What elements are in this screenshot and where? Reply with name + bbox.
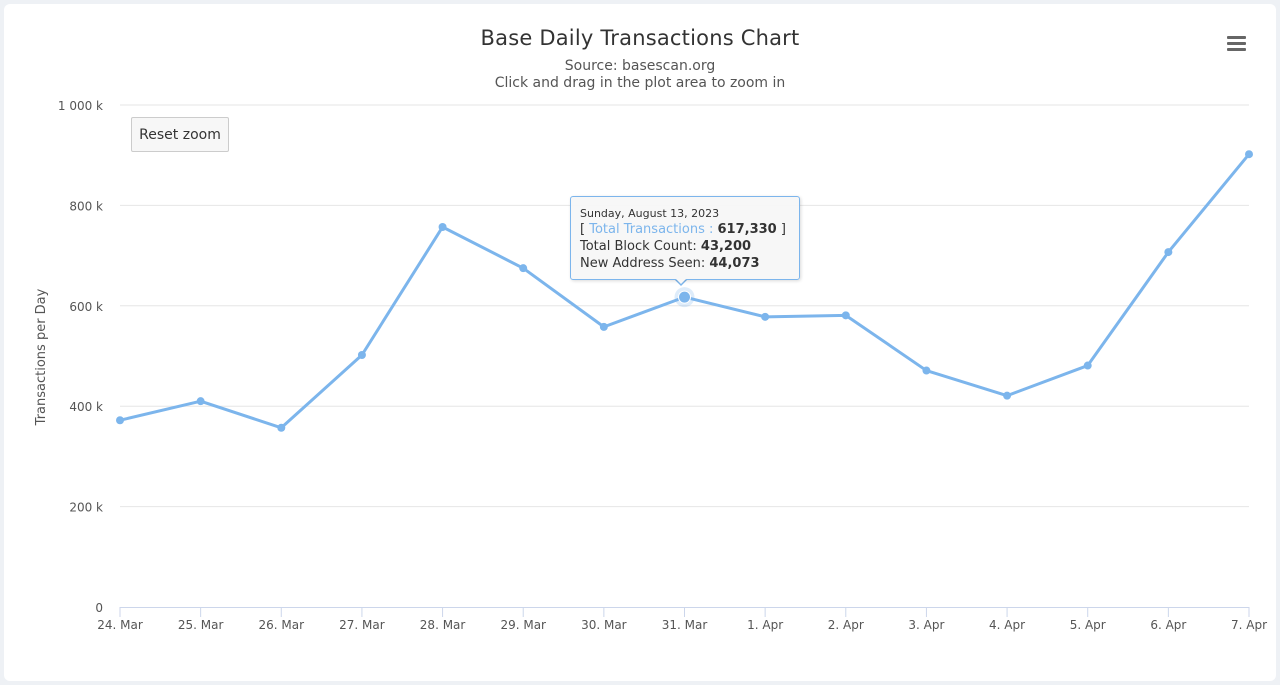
x-tick-label: 3. Apr	[908, 618, 944, 632]
y-tick-label: 0	[95, 601, 103, 615]
tooltip-open-bracket: [	[580, 222, 590, 237]
x-tick-label: 29. Mar	[500, 618, 546, 632]
x-tick-label: 1. Apr	[747, 618, 783, 632]
data-point[interactable]	[196, 397, 205, 406]
data-point[interactable]	[438, 222, 447, 231]
tooltip-pointer-inner	[675, 278, 687, 284]
data-point[interactable]	[1164, 248, 1173, 257]
plot-area	[116, 150, 1253, 432]
tooltip-date: Sunday, August 13, 2023	[580, 207, 720, 220]
x-tick-label: 24. Mar	[97, 618, 143, 632]
x-tick-label: 7. Apr	[1231, 618, 1267, 632]
x-tick-label: 2. Apr	[828, 618, 864, 632]
chart-subtitle-source: Source: basescan.org	[564, 58, 716, 74]
data-point[interactable]	[922, 366, 931, 375]
data-point[interactable]	[599, 322, 608, 331]
data-tooltip: Sunday, August 13, 2023 [ Total Transact…	[570, 196, 800, 280]
y-tick-label: 400 k	[69, 400, 103, 414]
y-tick-label: 800 k	[69, 199, 103, 213]
tooltip-block-count-value: 43,200	[700, 239, 752, 254]
tooltip-series-value: 617,330	[717, 222, 777, 237]
tooltip-series-row: [ Total Transactions : 617,330 ]	[580, 221, 799, 238]
x-tick-label: 30. Mar	[581, 618, 627, 632]
y-tick-label: 1 000 k	[58, 99, 103, 113]
x-tick-label: 28. Mar	[420, 618, 466, 632]
tooltip-block-count-row: Total Block Count: 43,200	[580, 238, 799, 255]
tooltip-close-bracket: ]	[776, 222, 786, 237]
tooltip-block-count-label: Total Block Count:	[580, 239, 701, 254]
y-axis-label: Transactions per Day	[34, 288, 49, 426]
hamburger-menu-icon[interactable]	[1222, 32, 1252, 54]
data-point[interactable]	[761, 312, 770, 321]
x-tick-label: 6. Apr	[1150, 618, 1186, 632]
x-tick-label: 5. Apr	[1070, 618, 1106, 632]
tooltip-new-address-value: 44,073	[709, 256, 760, 271]
y-axis: 0 200 k 400 k 600 k 800 k 1 000 k	[58, 99, 103, 615]
data-point[interactable]	[357, 350, 366, 359]
reset-zoom-button[interactable]: Reset zoom	[131, 117, 229, 152]
x-tick-label: 25. Mar	[178, 618, 224, 632]
chart-title: Base Daily Transactions Chart	[480, 26, 800, 50]
data-point-highlighted[interactable]	[678, 290, 691, 304]
data-point[interactable]	[841, 311, 850, 320]
data-point[interactable]	[1003, 391, 1012, 400]
chart-subtitle-hint: Click and drag in the plot area to zoom …	[494, 75, 786, 91]
data-point[interactable]	[519, 264, 528, 273]
data-point[interactable]	[1245, 150, 1253, 159]
x-tick-label: 27. Mar	[339, 618, 385, 632]
tooltip-series-label: Total Transactions :	[589, 222, 718, 237]
x-tick-label: 26. Mar	[259, 618, 305, 632]
x-tick-label: 31. Mar	[662, 618, 708, 632]
data-point[interactable]	[1083, 361, 1092, 370]
data-point[interactable]	[277, 423, 286, 432]
tooltip-new-address-row: New Address Seen: 44,073	[580, 255, 799, 272]
y-tick-label: 600 k	[69, 300, 103, 314]
data-point[interactable]	[116, 416, 124, 425]
chart-card	[4, 4, 1276, 681]
y-tick-label: 200 k	[69, 501, 103, 515]
tooltip-new-address-label: New Address Seen:	[580, 256, 710, 271]
x-tick-label: 4. Apr	[989, 618, 1025, 632]
x-axis: 24. Mar 25. Mar 26. Mar 27. Mar 28. Mar 29. M…	[97, 607, 1267, 632]
